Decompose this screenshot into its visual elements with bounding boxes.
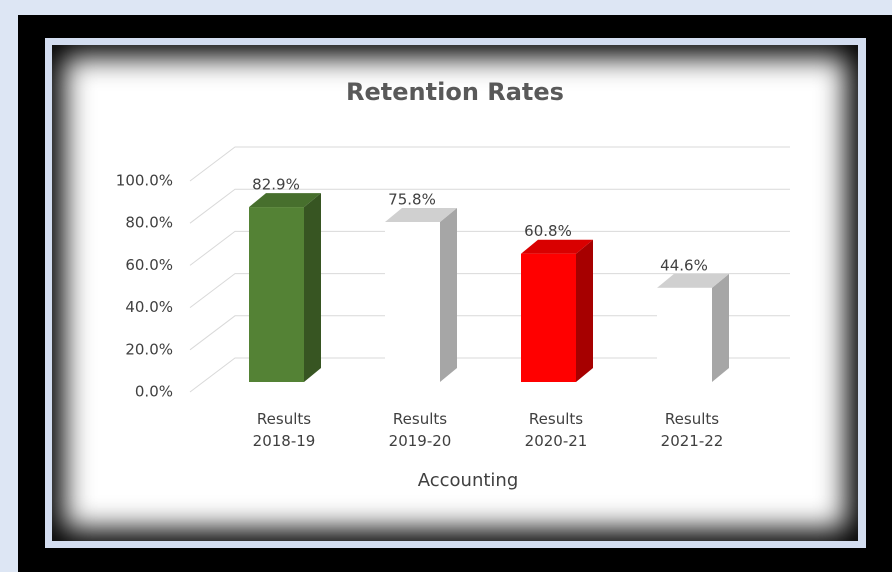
x-tick-label: Results 2018-19 (252, 410, 316, 450)
bar (385, 222, 440, 382)
y-tick-label: 80.0% (125, 214, 173, 232)
bar-top (657, 273, 729, 288)
grid-line (189, 230, 790, 266)
y-tick-label: 0.0% (135, 383, 173, 401)
data-label: 44.6% (660, 256, 708, 274)
x-tick-label: Results 2020-21 (524, 410, 588, 450)
data-label: 75.8% (388, 191, 436, 209)
bar-side (576, 239, 593, 382)
bar-side (304, 193, 321, 382)
grid-line (189, 357, 790, 393)
grid-line (189, 315, 790, 351)
x-tick-label: Results 2021-22 (660, 410, 724, 450)
x-tick-label: Results 2019-20 (388, 410, 452, 450)
y-tick-label: 40.0% (125, 298, 173, 316)
x-axis-title: Accounting (418, 470, 519, 491)
bar-top (385, 208, 457, 223)
grid-line (189, 273, 790, 308)
grid-line (189, 188, 790, 224)
y-tick-label: 60.0% (125, 256, 173, 274)
data-label: 82.9% (252, 176, 300, 194)
bar (249, 207, 304, 382)
bar (657, 287, 712, 382)
grid-line (189, 146, 790, 182)
bar-side (440, 208, 457, 382)
data-label: 60.8% (524, 222, 572, 240)
bar-side (712, 273, 729, 382)
y-tick-label: 100.0% (116, 172, 173, 190)
bar-top (249, 193, 321, 208)
bar (521, 253, 576, 382)
y-tick-label: 20.0% (125, 340, 173, 358)
chart-title: Retention Rates (346, 78, 564, 106)
bar-top (521, 239, 593, 254)
